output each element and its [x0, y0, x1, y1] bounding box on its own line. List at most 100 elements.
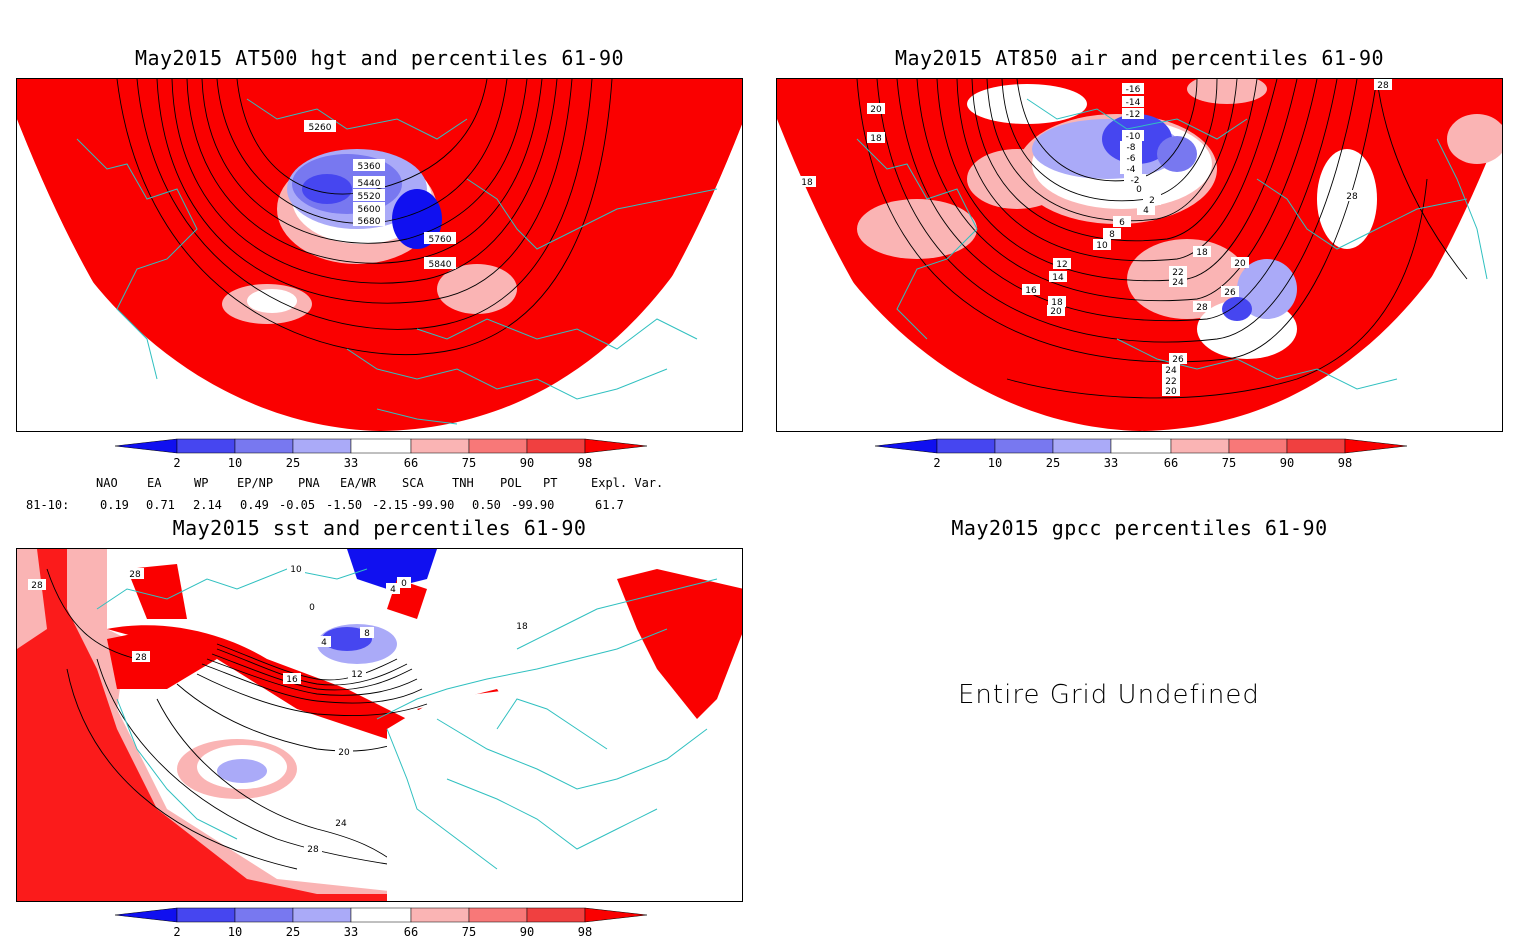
colorbar-tick-label: 75: [1222, 456, 1236, 470]
hgt-contour-label: 5760: [429, 235, 452, 245]
air-contour-label: 22: [1172, 268, 1183, 278]
air-contour-label: 20: [1165, 387, 1177, 397]
colorbar-tick-label: 98: [578, 456, 592, 470]
tc-header-wp: WP: [194, 476, 209, 490]
colorbar-segment: [1110, 438, 1172, 454]
air-contour-label: -10: [1126, 132, 1141, 142]
air-contour-label: -2: [1131, 176, 1140, 186]
sst-colorbar: 2 10 25 33 66 75 90 98: [115, 907, 648, 939]
colorbar-tick-label: 75: [462, 925, 476, 939]
air-colorbar: 2 10 25 33 66 75 90 98: [875, 438, 1408, 470]
colorbar-segment: [584, 438, 648, 454]
colorbar-tick-label: 2: [173, 925, 180, 939]
tc-value-ea: 0.71: [146, 498, 175, 512]
colorbar-tick-label: 98: [578, 925, 592, 939]
tc-header-tnh: TNH: [452, 476, 474, 490]
air-contour-label: 14: [1052, 273, 1064, 283]
tc-header-epnp: EP/NP: [237, 476, 274, 490]
colorbar-tick-label: 33: [1104, 456, 1118, 470]
colorbar-segment: [292, 438, 352, 454]
air-contour-label: 20: [1050, 307, 1062, 317]
air-contour-label: 10: [1096, 241, 1108, 251]
colorbar-tick-label: 66: [404, 925, 418, 939]
tc-value-pt: -99.90: [511, 498, 555, 512]
colorbar-tick-label: 2: [173, 456, 180, 470]
sst-map: 28 28 28 28 24 20 16 12 8 4 4 0 0 10 18: [17, 549, 742, 901]
sst-contour-label: 10: [290, 565, 302, 575]
air-contour-label: 0: [1136, 185, 1142, 195]
colorbar-tick-label: 25: [1046, 456, 1060, 470]
colorbar-tick-label: 66: [404, 456, 418, 470]
colorbar-tick-label: 90: [520, 925, 534, 939]
colorbar-segment: [292, 907, 352, 923]
sst-map-title: May2015 sst and percentiles 61-90: [172, 516, 587, 540]
sst-contour-label: 16: [286, 675, 298, 685]
air-contour-label: 24: [1172, 278, 1184, 288]
air-contour-label: -4: [1127, 165, 1136, 175]
tc-value-explvar: 61.7: [595, 498, 624, 512]
air-contour-label: 18: [801, 178, 813, 188]
colorbar-tick-label: 25: [286, 456, 300, 470]
hgt-contour-label: 5260: [309, 123, 332, 133]
air-contour-label: -8: [1127, 143, 1136, 153]
sst-contour-label: 8: [364, 629, 370, 639]
colorbar-tick-label: 33: [344, 456, 358, 470]
hgt-colorbar: 2 10 25 33 66 75 90 98: [115, 438, 648, 470]
air-contour-label: 18: [1051, 298, 1063, 308]
gpcc-map-title: May2015 gpcc percentiles 61-90: [951, 516, 1328, 540]
air-contour-label: 28: [1377, 81, 1389, 91]
tc-value-eawr: -1.50: [326, 498, 363, 512]
colorbar-segment: [115, 907, 178, 923]
colorbar-tick-label: 90: [520, 456, 534, 470]
air-contour-label: 12: [1056, 260, 1067, 270]
tc-header-explvar: Expl. Var.: [591, 476, 664, 490]
sst-contour-label: 4: [321, 638, 327, 648]
colorbar-segment: [410, 907, 470, 923]
air-map-title: May2015 AT850 air and percentiles 61-90: [894, 46, 1385, 70]
colorbar-tick-label: 10: [228, 456, 242, 470]
air-contour-label: 22: [1165, 377, 1176, 387]
tc-value-pol: 0.50: [472, 498, 501, 512]
air-contour-label: 28: [1196, 303, 1208, 313]
sst-contour-label: 28: [129, 570, 141, 580]
colorbar-tick-label: 90: [1280, 456, 1294, 470]
tc-header-pol: POL: [500, 476, 522, 490]
colorbar-tick-label: 2: [933, 456, 940, 470]
colorbar-tick-label: 75: [462, 456, 476, 470]
tc-header-sca: SCA: [402, 476, 424, 490]
air-contour-label: -6: [1127, 154, 1136, 164]
air-contour-label: 20: [1234, 259, 1246, 269]
air-contour-label: 2: [1149, 196, 1155, 206]
tc-row-label: 81-10:: [26, 498, 70, 512]
sst-contour-label: 12: [351, 670, 362, 680]
sst-contour-label: 4: [390, 585, 396, 595]
colorbar-segment: [176, 438, 236, 454]
colorbar-segment: [526, 907, 586, 923]
colorbar-segment: [410, 438, 470, 454]
tc-header-ea: EA: [147, 476, 162, 490]
tc-value-epnp: 0.49: [240, 498, 269, 512]
tc-header-pna: PNA: [298, 476, 320, 490]
gpcc-undefined-message: Entire Grid Undefined: [958, 680, 1260, 710]
tc-value-pna: -0.05: [279, 498, 316, 512]
air-contour-label: -14: [1126, 98, 1141, 108]
colorbar-tick-label: 33: [344, 925, 358, 939]
colorbar-tick-label: 10: [988, 456, 1002, 470]
hgt-contour-label: 5520: [358, 192, 381, 202]
hgt-contour-label: 5680: [358, 217, 381, 227]
tc-header-eawr: EA/WR: [340, 476, 377, 490]
colorbar-segment: [176, 907, 236, 923]
air-contour-label: 20: [870, 105, 882, 115]
sst-contour-label: 0: [309, 603, 315, 613]
colorbar-segment: [234, 907, 294, 923]
tc-header-nao: NAO: [96, 476, 118, 490]
colorbar-segment: [994, 438, 1054, 454]
air-contour-label: 8: [1109, 230, 1115, 240]
colorbar-segment: [1286, 438, 1346, 454]
sst-contour-label: 18: [516, 622, 528, 632]
colorbar-segment: [234, 438, 294, 454]
tc-value-tnh: -99.90: [411, 498, 455, 512]
colorbar-segment: [1228, 438, 1288, 454]
sst-contour-label: 0: [401, 579, 407, 589]
colorbar-segment: [584, 907, 648, 923]
